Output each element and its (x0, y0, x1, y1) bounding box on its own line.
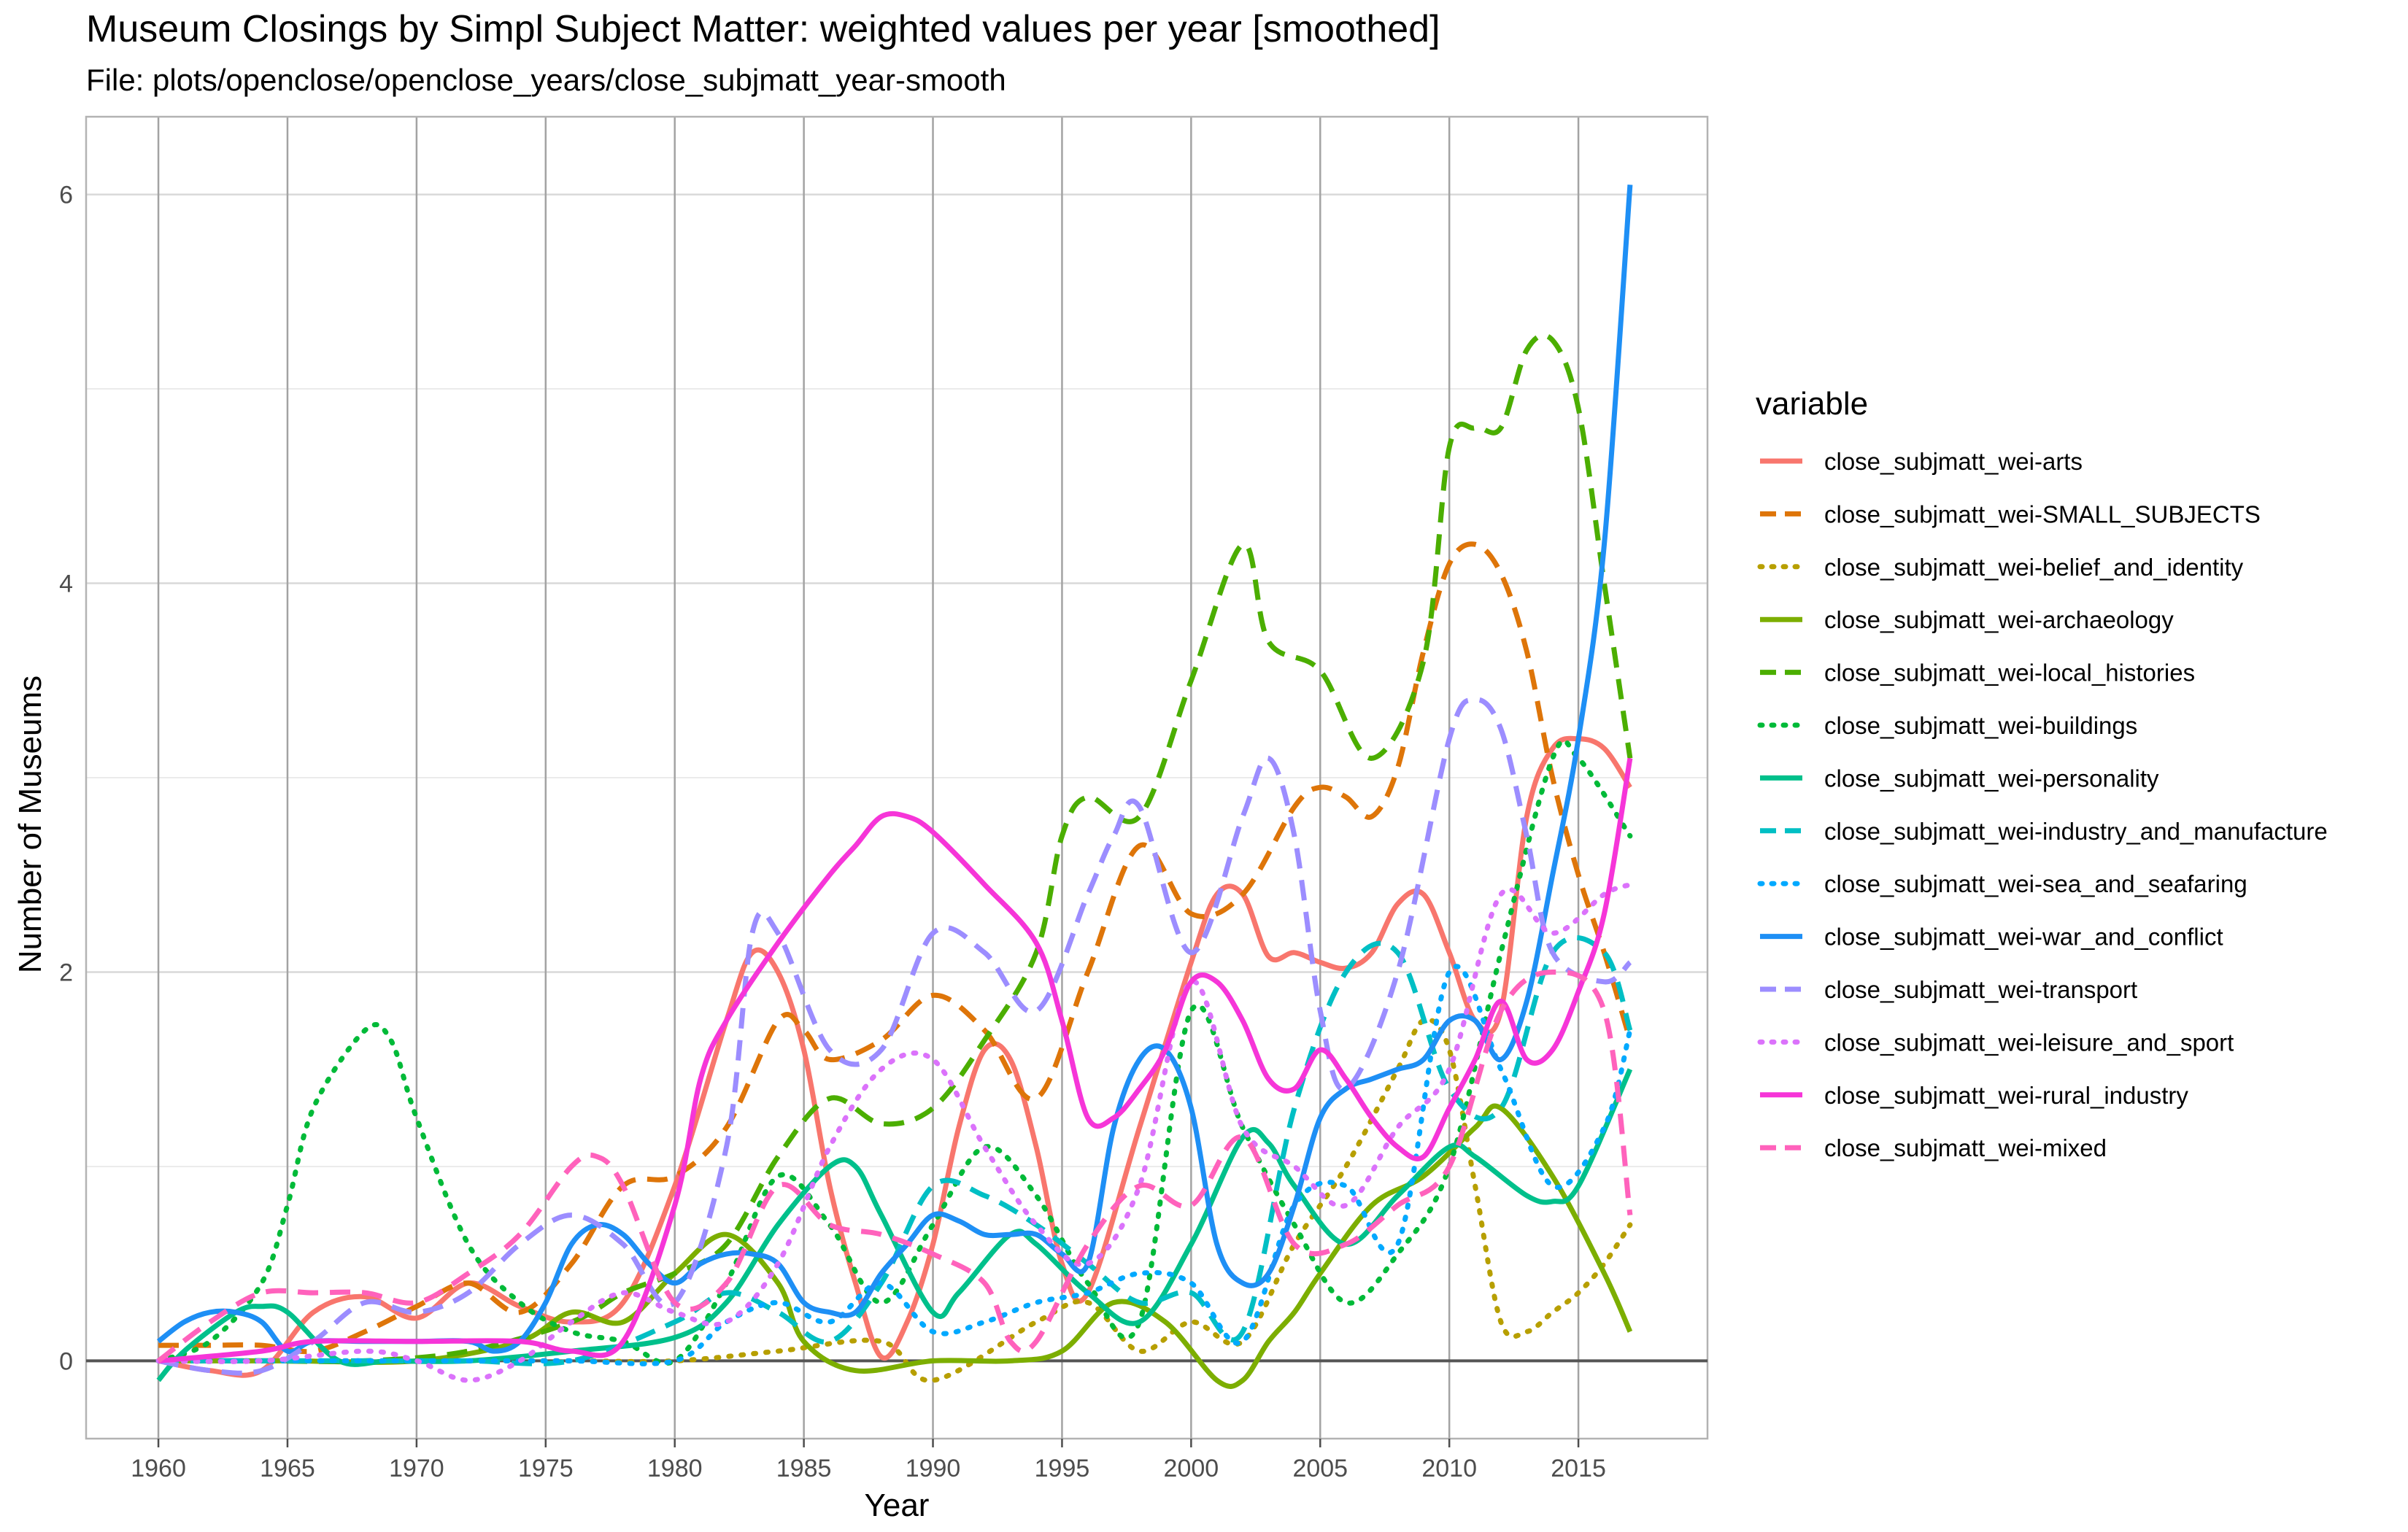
y-tick-label: 4 (59, 570, 73, 598)
legend-label: close_subjmatt_wei-leisure_and_sport (1824, 1029, 2234, 1056)
y-tick-label: 2 (59, 959, 73, 986)
grid-lines (85, 115, 1709, 1440)
legend-item: close_subjmatt_wei-rural_industry (1760, 1082, 2188, 1109)
x-tick-label: 2000 (1164, 1455, 1219, 1482)
series-line-close_subjmatt_wei-buildings (155, 738, 1633, 1366)
series-line-close_subjmatt_wei-arts (158, 735, 1632, 1378)
legend-label: close_subjmatt_wei-belief_and_identity (1824, 554, 2244, 581)
legend-item: close_subjmatt_wei-mixed (1760, 1134, 2107, 1161)
x-tick-label: 2015 (1551, 1455, 1606, 1482)
x-axis-title: Year (865, 1487, 930, 1523)
y-tick-label: 0 (59, 1347, 73, 1375)
legend-item: close_subjmatt_wei-local_histories (1760, 659, 2195, 686)
legend-label: close_subjmatt_wei-rural_industry (1824, 1082, 2188, 1109)
legend-label: close_subjmatt_wei-war_and_conflict (1824, 924, 2223, 951)
legend-item: close_subjmatt_wei-personality (1760, 765, 2159, 792)
legend-label: close_subjmatt_wei-mixed (1824, 1134, 2107, 1161)
legend-item: close_subjmatt_wei-transport (1760, 976, 2137, 1003)
legend-item: close_subjmatt_wei-belief_and_identity (1757, 554, 2244, 581)
series-lines (155, 185, 1633, 1389)
chart-subtitle: File: plots/openclose/openclose_years/cl… (86, 63, 1006, 97)
legend-item: close_subjmatt_wei-buildings (1757, 712, 2137, 739)
legend-label: close_subjmatt_wei-personality (1824, 765, 2159, 792)
x-tick-label: 1990 (906, 1455, 961, 1482)
x-tick-label: 1985 (776, 1455, 832, 1482)
legend-label: close_subjmatt_wei-buildings (1824, 712, 2137, 739)
legend-item: close_subjmatt_wei-leisure_and_sport (1757, 1029, 2234, 1056)
x-tick-label: 2010 (1421, 1455, 1477, 1482)
series-line-close_subjmatt_wei-archaeology (158, 1103, 1633, 1389)
legend-item: close_subjmatt_wei-SMALL_SUBJECTS (1760, 500, 2261, 527)
x-tick-label: 1975 (518, 1455, 574, 1482)
legend-title: variable (1756, 386, 1868, 422)
panel-border (85, 115, 1709, 1440)
series-line-close_subjmatt_wei-mixed (156, 969, 1633, 1363)
chart-title: Museum Closings by Simpl Subject Matter:… (86, 8, 1440, 50)
legend-label: close_subjmatt_wei-SMALL_SUBJECTS (1824, 500, 2261, 527)
legend-label: close_subjmatt_wei-arts (1824, 448, 2083, 475)
legend-item: close_subjmatt_wei-sea_and_seafaring (1757, 870, 2247, 897)
x-tick-label: 1965 (260, 1455, 315, 1482)
series-line-close_subjmatt_wei-transport (158, 697, 1632, 1376)
axes: 0 2 4 6 1960 1965 1970 1975 1980 1985 1990 1995 2000… (59, 182, 1707, 1482)
y-axis-title: Number of Museums (12, 676, 48, 973)
legend-item: close_subjmatt_wei-archaeology (1760, 606, 2174, 633)
y-tick-label: 6 (59, 182, 73, 209)
legend-item: close_subjmatt_wei-arts (1760, 448, 2083, 475)
series-line-close_subjmatt_wei-leisure_and_sport (155, 882, 1633, 1383)
series-line-close_subjmatt_wei-rural_industry (158, 757, 1633, 1363)
legend-item: close_subjmatt_wei-war_and_conflict (1760, 924, 2223, 951)
x-tick-label: 1995 (1035, 1455, 1090, 1482)
series-line-close_subjmatt_wei-sea_and_seafaring (155, 964, 1633, 1366)
x-tick-label: 2005 (1292, 1455, 1348, 1482)
legend: variable close_subjmatt_wei-arts close_su… (1756, 386, 2328, 1161)
legend-label: close_subjmatt_wei-sea_and_seafaring (1824, 870, 2247, 897)
x-tick-label: 1960 (131, 1455, 186, 1482)
legend-label: close_subjmatt_wei-transport (1824, 976, 2137, 1003)
series-line-close_subjmatt_wei-war_and_conflict (156, 185, 1633, 1355)
legend-label: close_subjmatt_wei-archaeology (1824, 606, 2174, 633)
series-line-close_subjmatt_wei-SMALL_SUBJECTS (158, 541, 1633, 1355)
legend-item: close_subjmatt_wei-industry_and_manufact… (1760, 818, 2328, 845)
legend-label: close_subjmatt_wei-industry_and_manufact… (1824, 818, 2328, 845)
x-tick-label: 1980 (647, 1455, 703, 1482)
legend-label: close_subjmatt_wei-local_histories (1824, 659, 2195, 686)
x-tick-label: 1970 (389, 1455, 444, 1482)
